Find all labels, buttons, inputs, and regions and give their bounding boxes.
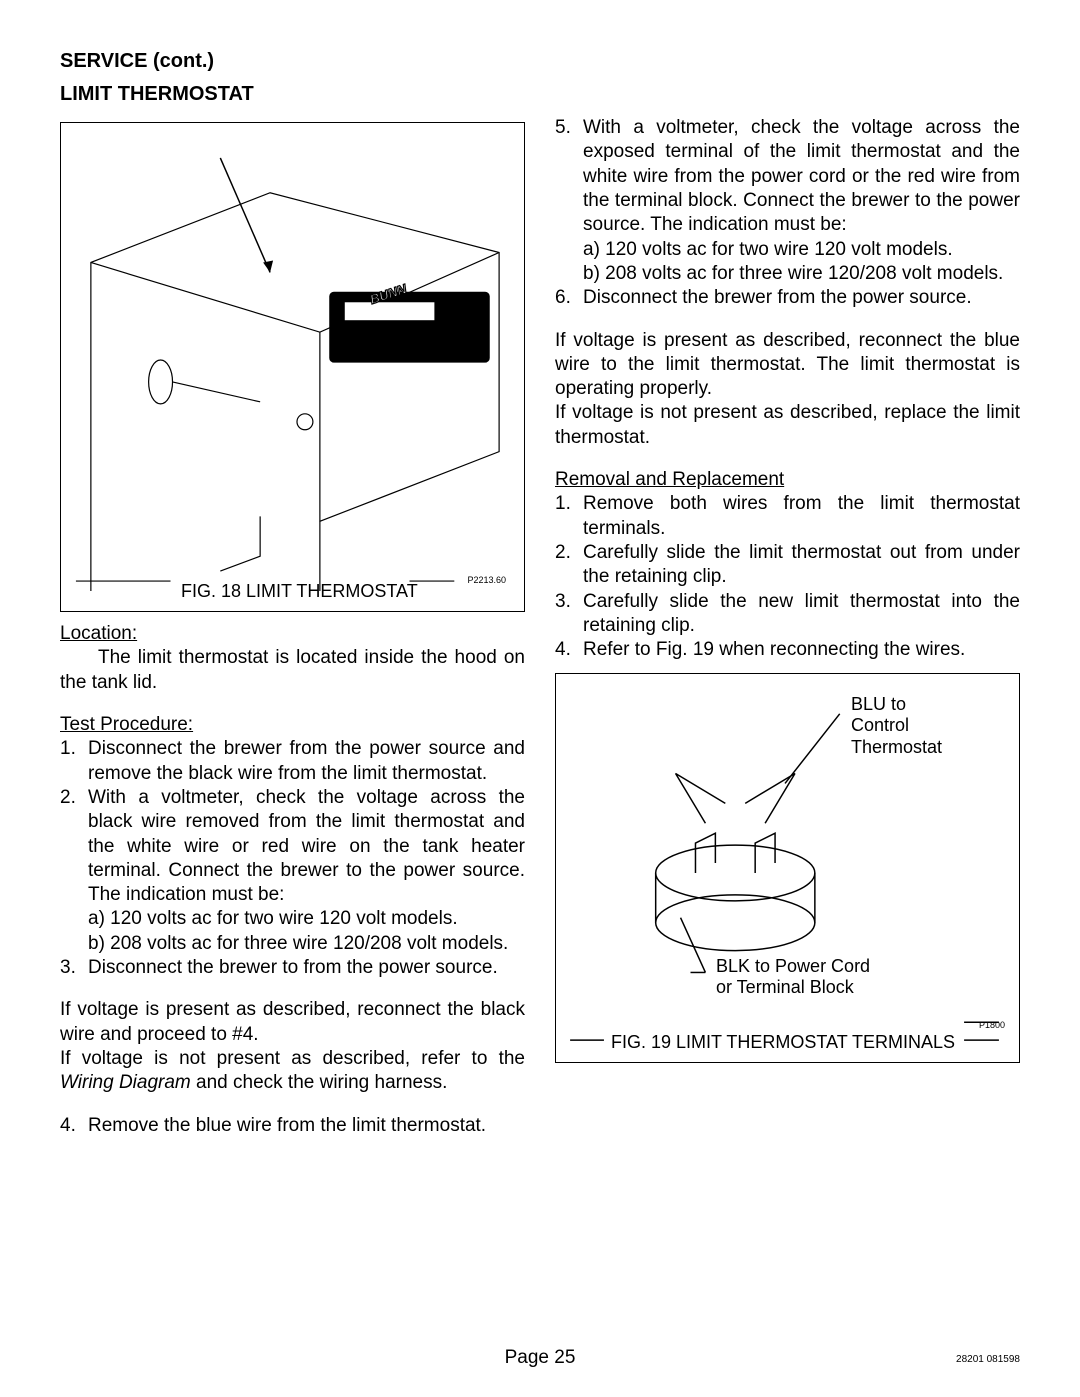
removal-replacement-heading: Removal and Replacement — [555, 468, 1020, 492]
figure-18-box: BUNN FIG. 18 LIMIT THERMOSTAT P2213.60 — [60, 122, 525, 612]
removal-step-2: Carefully slide the limit thermostat out… — [583, 541, 1020, 590]
location-body: The limit thermostat is located inside t… — [60, 646, 525, 695]
left-column: BUNN FIG. 18 LIMIT THERMOSTAT P2213.60 — [60, 116, 525, 1138]
figure-18-svg: BUNN — [61, 123, 524, 611]
removal-step-3: Carefully slide the new limit thermostat… — [583, 590, 1020, 639]
test-step-1: Disconnect the brewer from the power sou… — [88, 737, 525, 786]
fig19-blk-label: BLK to Power Cord or Terminal Block — [716, 956, 870, 999]
test-step-2: With a voltmeter, check the voltage acro… — [88, 786, 525, 956]
removal-step-4: Refer to Fig. 19 when reconnecting the w… — [583, 638, 1020, 662]
voltage-not-present-note-2: If voltage is not present as described, … — [555, 401, 1020, 450]
removal-step-1: Remove both wires from the limit thermos… — [583, 492, 1020, 541]
test-procedure-list-right: 5. With a voltmeter, check the voltage a… — [555, 116, 1020, 311]
right-column: 5. With a voltmeter, check the voltage a… — [555, 116, 1020, 1138]
page-number: Page 25 — [0, 1347, 1080, 1369]
fig19-caption: FIG. 19 LIMIT THERMOSTAT TERMINALS — [611, 1031, 955, 1054]
limit-thermostat-header: LIMIT THERMOSTAT — [60, 83, 1020, 106]
fig19-blu-label: BLU to Control Thermostat — [851, 694, 942, 759]
voltage-not-present-note: If voltage is not present as described, … — [60, 1047, 525, 1096]
fig18-caption: FIG. 18 LIMIT THERMOSTAT — [181, 580, 418, 603]
location-heading: Location: — [60, 622, 525, 646]
test-step-3: Disconnect the brewer to from the power … — [88, 956, 525, 980]
removal-list: 1.Remove both wires from the limit therm… — [555, 492, 1020, 662]
test-procedure-list: 1.Disconnect the brewer from the power s… — [60, 737, 525, 980]
test-procedure-list-4: 4.Remove the blue wire from the limit th… — [60, 1114, 525, 1138]
test-procedure-heading: Test Procedure: — [60, 713, 525, 737]
service-header: SERVICE (cont.) — [60, 50, 1020, 73]
test-step-5: With a voltmeter, check the voltage acro… — [583, 116, 1020, 286]
test-step-6: Disconnect the brewer from the power sou… — [583, 286, 1020, 310]
test-step-4: Remove the blue wire from the limit ther… — [88, 1114, 525, 1138]
fig18-partnum: P2213.60 — [467, 575, 506, 587]
voltage-present-note-2: If voltage is present as described, reco… — [555, 329, 1020, 402]
fig19-partnum: P1800 — [979, 1020, 1005, 1032]
voltage-present-note: If voltage is present as described, reco… — [60, 998, 525, 1047]
figure-19-box: BLU to Control Thermostat BLK to Power C… — [555, 673, 1020, 1063]
document-id: 28201 081598 — [956, 1354, 1020, 1365]
figure-19-svg — [556, 674, 1019, 1062]
